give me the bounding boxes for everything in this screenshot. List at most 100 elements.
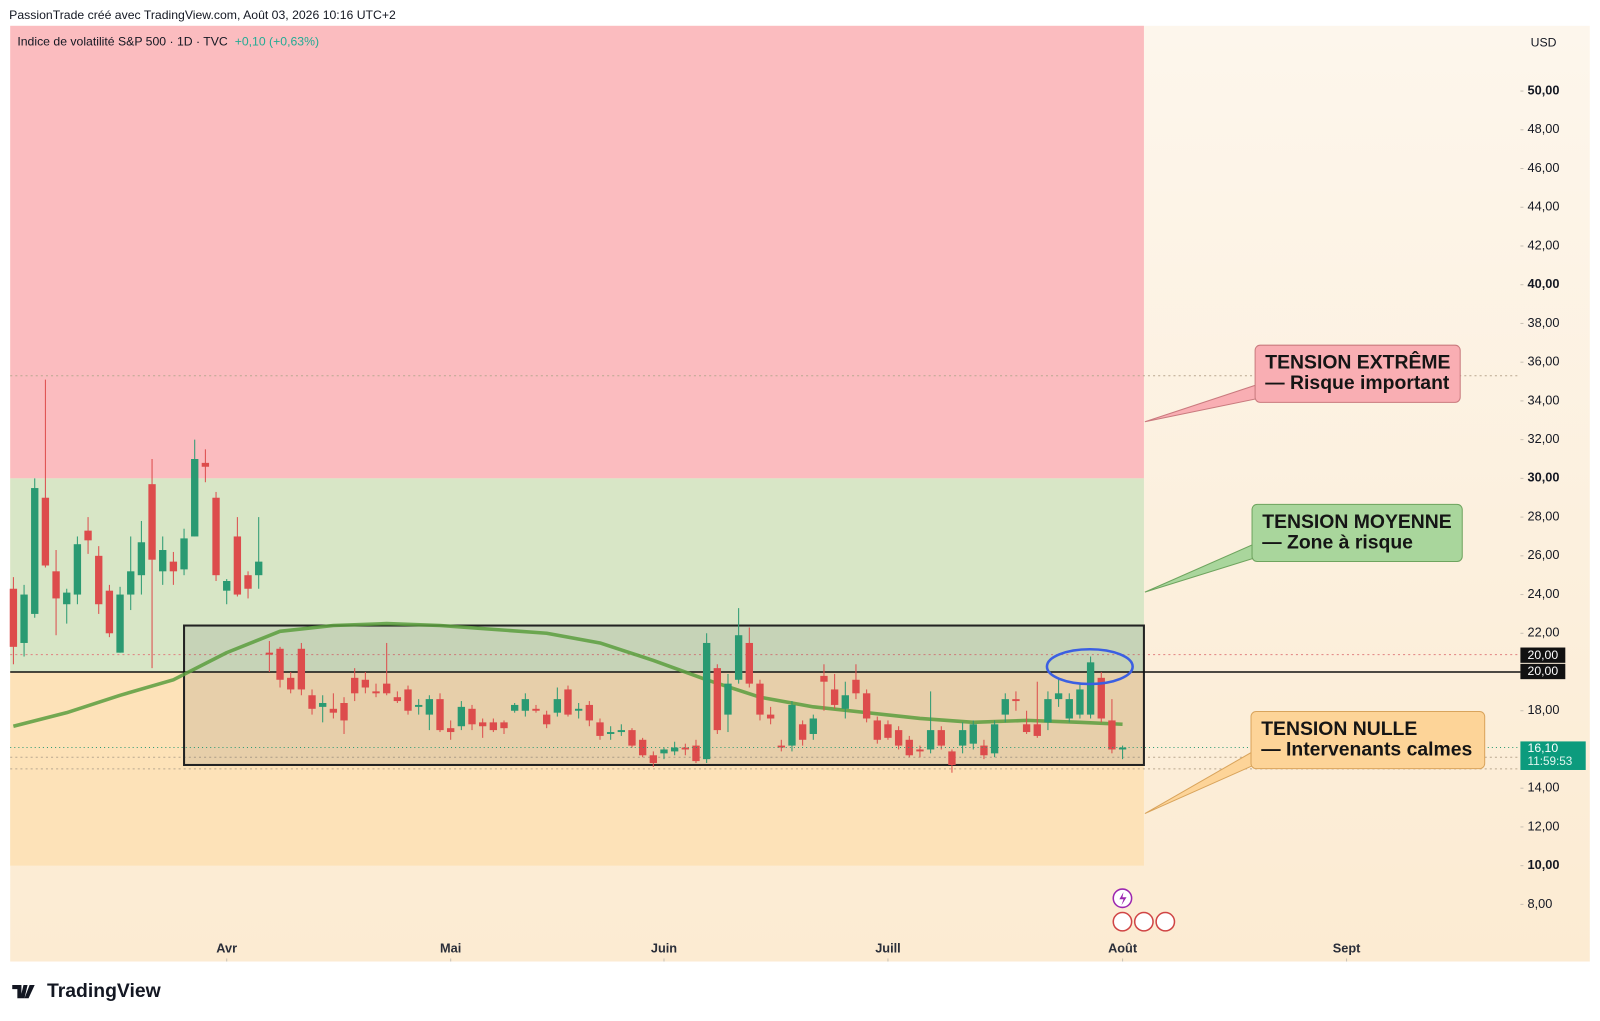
candle-body	[884, 724, 892, 738]
candle-body	[734, 635, 743, 680]
candle-body	[777, 745, 785, 748]
candle-body	[383, 683, 391, 694]
candle-body	[127, 571, 135, 595]
callout-text: — Intervenants calmes	[1261, 738, 1472, 760]
candle-body	[1065, 699, 1073, 719]
logo-text: TradingView	[47, 980, 162, 1002]
candle-body	[116, 594, 124, 653]
price-tag	[1520, 647, 1566, 663]
y-tick-label: 24,00	[1528, 586, 1560, 601]
candle-body	[948, 751, 956, 765]
range-box	[183, 624, 1145, 766]
candle-body	[404, 689, 412, 711]
candle-body	[52, 571, 60, 599]
x-tick-label: Août	[1108, 941, 1138, 956]
candle-body	[1012, 699, 1020, 702]
y-tick-label: 50,00	[1528, 82, 1560, 97]
candle-body	[809, 718, 817, 734]
candle-body	[553, 699, 562, 713]
candle-body	[1001, 699, 1009, 715]
y-tick-label: 10,00	[1528, 857, 1560, 872]
candle-body	[692, 745, 700, 762]
candle-body	[798, 724, 807, 740]
candle-body	[980, 745, 988, 756]
candle-body	[628, 730, 636, 746]
candle-body	[585, 704, 594, 721]
candle-body	[287, 677, 295, 690]
candle-body	[830, 689, 839, 705]
y-tick-label: 28,00	[1528, 508, 1560, 523]
candle-body	[105, 590, 114, 634]
y-tick-label: 26,00	[1528, 547, 1560, 562]
x-tick-label: Sept	[1333, 941, 1361, 956]
legend-change: +0,10 (+0,63%)	[235, 34, 319, 48]
candle-body	[276, 648, 284, 680]
x-tick-label: Juill	[875, 941, 901, 956]
callout-text: — Zone à risque	[1262, 531, 1413, 553]
candle-body	[415, 704, 423, 707]
callout-text: — Risque important	[1265, 372, 1450, 394]
y-tick-label: 44,00	[1528, 199, 1560, 214]
candle-body	[233, 536, 242, 595]
candle-body	[766, 714, 775, 719]
candle-body	[649, 755, 657, 764]
candle-body	[926, 730, 935, 750]
y-tick-label: 8,00	[1528, 896, 1553, 911]
candle-body	[862, 693, 871, 719]
price-tag	[1520, 663, 1566, 680]
candle-body	[521, 699, 530, 711]
candle-body	[638, 739, 647, 756]
price-tag-label: 20,00	[1528, 648, 1559, 662]
candle-body	[63, 592, 71, 605]
legend-title: Indice de volatilité S&P 500 · 1D · TVC	[17, 34, 228, 48]
candle-body	[212, 497, 220, 576]
candle-body	[255, 561, 263, 576]
candle-body	[500, 722, 508, 729]
candle-body	[937, 730, 945, 746]
candle-body	[20, 594, 28, 643]
x-tick-label: Juin	[651, 941, 677, 956]
y-tick-label: 30,00	[1528, 470, 1560, 485]
candle-body	[542, 714, 551, 725]
candle-body	[788, 704, 796, 746]
logo: TradingView	[12, 980, 162, 1002]
candle-body	[447, 728, 455, 733]
candle-body	[873, 720, 881, 740]
callout-box	[1251, 503, 1463, 563]
candle-body	[756, 683, 764, 715]
candle-body	[372, 691, 380, 694]
candle-body	[510, 704, 519, 711]
candle-body	[489, 722, 498, 731]
candle-body	[31, 488, 39, 614]
candle-body	[841, 695, 849, 709]
candle-body	[660, 749, 668, 754]
candle-body	[574, 708, 583, 711]
candle-body	[425, 699, 434, 715]
y-tick-label: 12,00	[1528, 818, 1560, 833]
candle-body	[596, 722, 604, 736]
candle-body	[41, 497, 50, 566]
candle-body	[73, 544, 82, 595]
candle-body	[724, 683, 732, 715]
highlight-ellipse	[1045, 648, 1134, 686]
header: PassionTrade créé avec TradingView.com, …	[9, 8, 396, 22]
candle-body	[894, 730, 903, 746]
candle-body	[180, 538, 188, 570]
candle-body	[1033, 724, 1041, 736]
candle-body	[958, 730, 967, 746]
y-tick-label: 46,00	[1528, 160, 1560, 175]
candle-body	[681, 747, 689, 750]
y-tick-label: 22,00	[1528, 625, 1560, 640]
candle-body	[319, 702, 327, 707]
candle-body	[670, 747, 679, 752]
candle-body	[84, 530, 92, 541]
candle-body	[532, 708, 540, 711]
y-tick-label: 32,00	[1528, 431, 1560, 446]
candle-body	[297, 648, 306, 690]
candle-body	[457, 706, 466, 727]
candle-body	[1097, 677, 1105, 719]
callout-text: TENSION MOYENNE	[1262, 511, 1452, 533]
moving-average	[12, 621, 1123, 728]
candle-body	[361, 679, 370, 688]
